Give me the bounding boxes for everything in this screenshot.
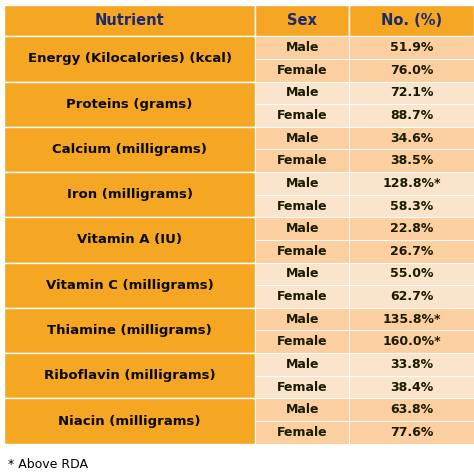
Bar xyxy=(4,218,255,263)
Text: Female: Female xyxy=(277,200,328,212)
Text: Thiamine (milligrams): Thiamine (milligrams) xyxy=(47,324,212,337)
Text: Female: Female xyxy=(277,245,328,258)
Text: Iron (milligrams): Iron (milligrams) xyxy=(66,188,192,201)
Text: Vitamin A (IU): Vitamin A (IU) xyxy=(77,234,182,246)
Bar xyxy=(349,376,474,398)
Bar xyxy=(349,195,474,218)
Bar xyxy=(349,36,474,59)
Text: 88.7%: 88.7% xyxy=(390,109,433,122)
Text: Male: Male xyxy=(286,403,319,416)
Bar xyxy=(255,59,349,82)
Text: Female: Female xyxy=(277,154,328,167)
Text: 22.8%: 22.8% xyxy=(390,222,433,235)
Bar xyxy=(255,127,349,149)
Bar xyxy=(255,240,349,263)
Bar xyxy=(349,353,474,376)
Bar xyxy=(255,285,349,308)
Bar xyxy=(4,308,255,353)
Bar xyxy=(4,127,255,172)
Text: 55.0%: 55.0% xyxy=(390,267,433,281)
Bar xyxy=(4,353,255,398)
Bar xyxy=(255,421,349,444)
Bar xyxy=(255,5,349,36)
Bar xyxy=(255,353,349,376)
Text: Female: Female xyxy=(277,109,328,122)
Text: Male: Male xyxy=(286,222,319,235)
Bar xyxy=(349,398,474,421)
Text: 51.9%: 51.9% xyxy=(390,41,433,54)
Bar xyxy=(4,398,255,444)
Bar xyxy=(4,82,255,127)
Text: Male: Male xyxy=(286,132,319,145)
Text: Male: Male xyxy=(286,177,319,190)
Text: Male: Male xyxy=(286,313,319,326)
Bar xyxy=(255,398,349,421)
Text: Nutrient: Nutrient xyxy=(95,13,164,28)
Text: Proteins (grams): Proteins (grams) xyxy=(66,98,193,111)
Text: 135.8%*: 135.8%* xyxy=(383,313,441,326)
Text: Female: Female xyxy=(277,64,328,77)
Text: Female: Female xyxy=(277,290,328,303)
Bar xyxy=(255,149,349,172)
Bar xyxy=(255,263,349,285)
Text: 38.5%: 38.5% xyxy=(390,154,433,167)
Text: 72.1%: 72.1% xyxy=(390,86,433,100)
Bar xyxy=(255,172,349,195)
Text: 63.8%: 63.8% xyxy=(390,403,433,416)
Text: No. (%): No. (%) xyxy=(381,13,442,28)
Bar xyxy=(255,308,349,330)
Text: Riboflavin (milligrams): Riboflavin (milligrams) xyxy=(44,369,215,382)
Text: 160.0%*: 160.0%* xyxy=(383,335,441,348)
Text: * Above RDA: * Above RDA xyxy=(9,458,89,471)
Text: Female: Female xyxy=(277,381,328,393)
Bar xyxy=(255,104,349,127)
Text: 77.6%: 77.6% xyxy=(390,426,433,439)
Bar xyxy=(349,240,474,263)
Text: Sex: Sex xyxy=(287,13,317,28)
Text: Female: Female xyxy=(277,426,328,439)
Bar xyxy=(4,263,255,308)
Text: Male: Male xyxy=(286,86,319,100)
Bar xyxy=(349,59,474,82)
Text: Female: Female xyxy=(277,335,328,348)
Bar xyxy=(4,36,255,82)
Bar xyxy=(255,36,349,59)
Text: 38.4%: 38.4% xyxy=(390,381,433,393)
Bar xyxy=(349,218,474,240)
Bar xyxy=(349,82,474,104)
Bar xyxy=(349,104,474,127)
Text: Male: Male xyxy=(286,358,319,371)
Bar xyxy=(255,376,349,398)
Text: Energy (Kilocalories) (kcal): Energy (Kilocalories) (kcal) xyxy=(27,53,231,65)
Bar xyxy=(349,263,474,285)
Bar xyxy=(4,172,255,218)
Bar xyxy=(255,218,349,240)
Text: 62.7%: 62.7% xyxy=(390,290,433,303)
Text: Calcium (milligrams): Calcium (milligrams) xyxy=(52,143,207,156)
Text: Male: Male xyxy=(286,41,319,54)
Text: Vitamin C (milligrams): Vitamin C (milligrams) xyxy=(46,279,213,292)
Text: 34.6%: 34.6% xyxy=(390,132,433,145)
Bar xyxy=(349,285,474,308)
Bar xyxy=(4,5,255,36)
Text: Male: Male xyxy=(286,267,319,281)
Bar xyxy=(255,82,349,104)
Bar xyxy=(255,195,349,218)
Bar xyxy=(349,308,474,330)
Text: Niacin (milligrams): Niacin (milligrams) xyxy=(58,414,201,428)
Bar xyxy=(349,149,474,172)
Text: 33.8%: 33.8% xyxy=(390,358,433,371)
Bar xyxy=(349,330,474,353)
Bar xyxy=(349,172,474,195)
Bar xyxy=(349,421,474,444)
Text: 76.0%: 76.0% xyxy=(390,64,433,77)
Text: 128.8%*: 128.8%* xyxy=(383,177,441,190)
Text: 58.3%: 58.3% xyxy=(390,200,433,212)
Bar xyxy=(349,127,474,149)
Bar xyxy=(255,330,349,353)
Bar xyxy=(349,5,474,36)
Text: 26.7%: 26.7% xyxy=(390,245,433,258)
